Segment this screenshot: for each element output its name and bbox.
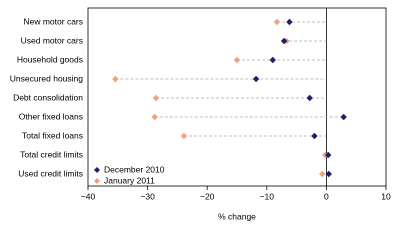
dot bbox=[324, 151, 332, 159]
dot bbox=[340, 113, 347, 121]
y-tick-label: Unsecured housing bbox=[10, 73, 84, 83]
dot bbox=[325, 170, 332, 178]
x-tick-label: −30 bbox=[140, 191, 155, 201]
dot bbox=[319, 170, 326, 178]
legend-label: January 2011 bbox=[104, 175, 155, 185]
y-tick-label: Used credit limits bbox=[18, 168, 83, 178]
x-tick-label: 10 bbox=[381, 191, 391, 201]
plot-frame bbox=[87, 7, 387, 187]
y-tick-label: New motor cars bbox=[23, 16, 83, 26]
dot bbox=[151, 113, 158, 121]
dot bbox=[269, 56, 276, 64]
legend-label: December 2010 bbox=[104, 164, 165, 174]
y-tick-label: Household goods bbox=[17, 54, 83, 64]
x-axis-label: % change bbox=[218, 211, 256, 221]
y-tick-label: Other fixed loans bbox=[19, 111, 83, 121]
dot bbox=[280, 37, 288, 45]
dot bbox=[306, 94, 313, 102]
y-tick-label: Used motor cars bbox=[21, 35, 83, 45]
y-tick-label: Total credit limits bbox=[20, 149, 83, 159]
dot bbox=[273, 18, 281, 26]
dot bbox=[180, 132, 188, 140]
dot bbox=[311, 132, 318, 140]
dot bbox=[112, 75, 119, 83]
chart: % change −40 −30 −20 −10 0 10 New motor cars Us… bbox=[10, 7, 391, 221]
x-tick-label: −40 bbox=[81, 191, 96, 201]
legend-marker bbox=[94, 167, 100, 173]
dot bbox=[286, 18, 293, 26]
y-tick-label: Debt consolidation bbox=[13, 92, 83, 102]
dot bbox=[252, 75, 260, 83]
x-tick-label: −20 bbox=[200, 191, 215, 201]
dot bbox=[152, 94, 160, 102]
x-tick-label: 0 bbox=[324, 191, 329, 201]
x-tick-label: −10 bbox=[260, 191, 275, 201]
dot bbox=[233, 56, 241, 64]
y-tick-label: Total fixed loans bbox=[22, 130, 83, 140]
legend-marker bbox=[94, 178, 100, 184]
